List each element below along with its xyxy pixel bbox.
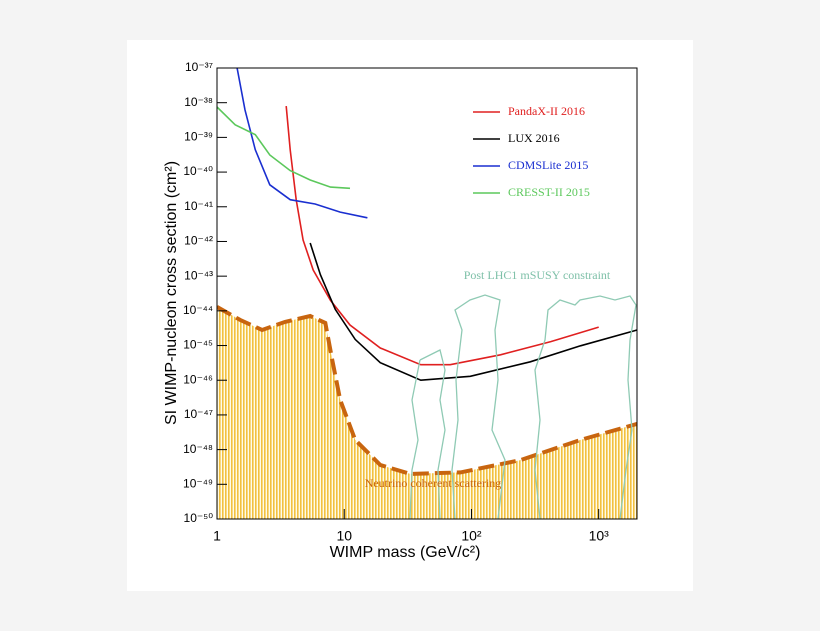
floor-line (217, 305, 637, 476)
series-line (236, 68, 368, 219)
region-label: Post LHC1 mSUSY constraint (464, 268, 611, 282)
y-tick-label: 10⁻⁴⁵ (183, 338, 213, 352)
y-tick-label: 10⁻⁴⁶ (183, 372, 213, 386)
x-tick-label: 10³ (589, 528, 610, 544)
series-line (285, 106, 599, 366)
legend-label: PandaX-II 2016 (508, 104, 585, 118)
plot-area (217, 68, 637, 519)
y-tick-label: 10⁻⁴³ (184, 268, 213, 282)
legend-label: CDMSLite 2015 (508, 158, 588, 172)
y-tick-label: 10⁻³⁸ (184, 95, 213, 109)
series-line (217, 106, 351, 190)
legend-label: LUX 2016 (508, 131, 560, 145)
floor-label: Neutrino coherent scattering (365, 476, 502, 490)
y-tick-label: 10⁻⁴⁰ (183, 164, 213, 178)
y-tick-label: 10⁻⁴² (184, 234, 213, 248)
y-tick-label: 10⁻⁴¹ (184, 199, 213, 213)
plot-frame (216, 67, 638, 520)
y-tick-label: 10⁻⁵⁰ (184, 511, 214, 525)
x-axis-title: WIMP mass (GeV/c²) (330, 544, 481, 561)
y-axis-title: SI WIMP-nucleon cross section (cm²) (163, 161, 180, 425)
msusy-region (409, 294, 637, 519)
x-tick-label: 10 (336, 528, 352, 544)
x-tick-label: 10² (461, 528, 482, 544)
series-line (309, 242, 637, 382)
floor-area (217, 306, 637, 519)
y-tick-label: 10⁻⁴⁴ (183, 303, 213, 317)
y-tick-label: 10⁻³⁷ (185, 60, 213, 74)
legend-label: CRESST-II 2015 (508, 185, 590, 199)
y-tick-label: 10⁻⁴⁹ (183, 476, 213, 490)
y-tick-label: 10⁻³⁹ (184, 130, 213, 144)
y-tick-label: 10⁻⁴⁷ (184, 407, 213, 421)
y-tick-label: 10⁻⁴⁸ (183, 442, 213, 456)
x-tick-label: 1 (213, 528, 221, 544)
